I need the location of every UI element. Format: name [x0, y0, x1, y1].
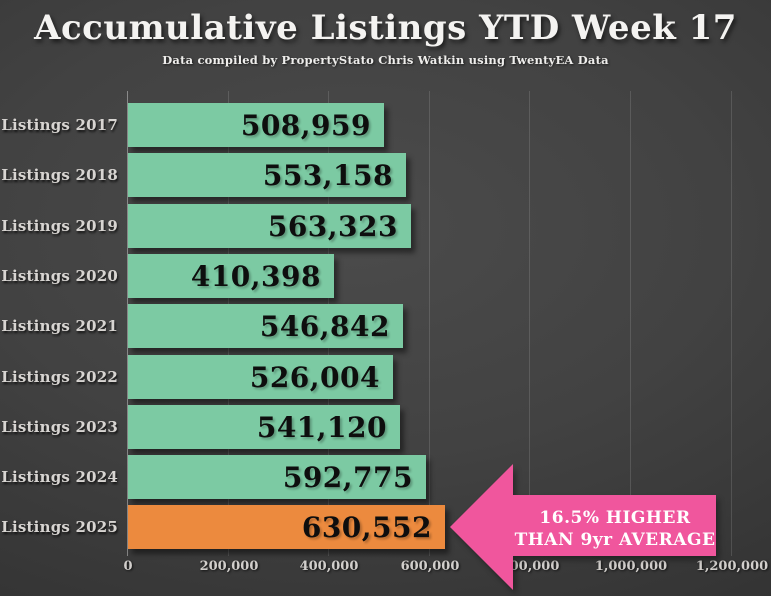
bar-value-label: 563,323 [267, 209, 398, 243]
bar: 526,004 [128, 355, 393, 399]
bar: 630,552 [128, 505, 445, 549]
x-gridline [630, 91, 631, 556]
chart-title: Accumulative Listings YTD Week 17 [34, 8, 737, 48]
chart-subtitle: Data compiled by PropertyStato Chris Wat… [162, 53, 609, 67]
category-label: Listings 2025 [1, 518, 118, 536]
y-axis-line [127, 91, 128, 556]
category-label: Listings 2018 [1, 166, 118, 184]
category-label: Listings 2022 [1, 368, 118, 386]
x-tick-label: 600,000 [400, 559, 460, 574]
bar-value-label: 410,398 [190, 259, 321, 293]
category-label: Listings 2021 [1, 317, 118, 335]
bar-value-label: 541,120 [256, 410, 387, 444]
bar: 508,959 [128, 103, 384, 147]
bar: 563,323 [128, 204, 411, 248]
x-gridline [529, 91, 531, 556]
x-gridline [730, 91, 732, 556]
category-label: Listings 2023 [1, 418, 118, 436]
category-label: Listings 2017 [1, 116, 118, 134]
bar-value-label: 526,004 [249, 360, 380, 394]
x-gridline [428, 91, 430, 556]
bar-value-label: 508,959 [240, 108, 371, 142]
x-tick-label: 200,000 [199, 559, 259, 574]
x-tick-label: 400,000 [299, 559, 359, 574]
bar-value-label: 630,552 [301, 510, 432, 544]
category-label: Listings 2019 [1, 217, 118, 235]
x-tick-label: 1,000,000 [594, 559, 668, 574]
annotation-text-line2: THAN 9yr AVERAGE [515, 530, 716, 550]
bar-value-label: 546,842 [259, 309, 390, 343]
bar-value-label: 553,158 [262, 158, 393, 192]
bar: 410,398 [128, 254, 334, 298]
annotation-text-line1: 16.5% HIGHER [539, 508, 691, 528]
bar-value-label: 592,775 [282, 460, 413, 494]
category-label: Listings 2020 [1, 267, 118, 285]
bar: 541,120 [128, 405, 400, 449]
bar: 592,775 [128, 455, 426, 499]
category-label: Listings 2024 [1, 468, 118, 486]
x-tick-label: 0 [123, 559, 133, 574]
x-tick-label: 1,200,000 [695, 559, 769, 574]
bar: 546,842 [128, 304, 403, 348]
x-tick-label: 800,000 [500, 559, 560, 574]
bar: 553,158 [128, 153, 406, 197]
